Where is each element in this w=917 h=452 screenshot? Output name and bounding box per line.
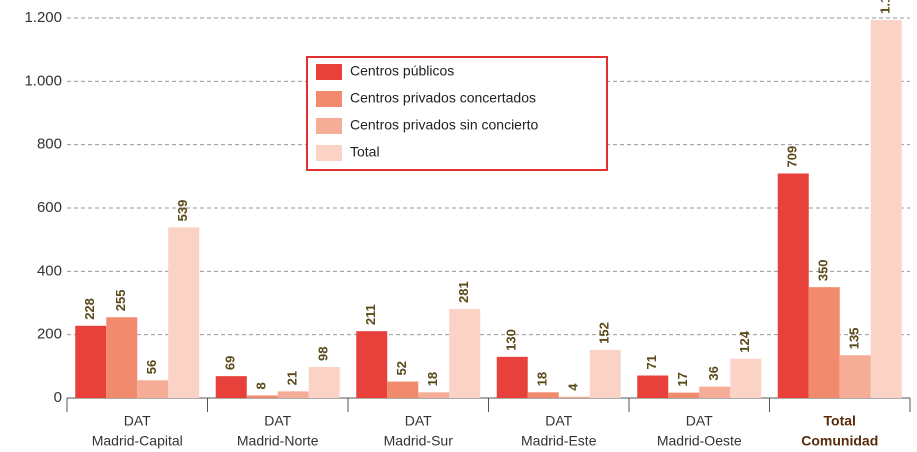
data-label: 130: [504, 329, 519, 351]
data-label: 4: [566, 383, 581, 391]
bar: [730, 358, 762, 398]
data-label: 8: [254, 382, 269, 389]
x-tick-label: Total: [824, 413, 856, 429]
legend-label: Centros privados sin concierto: [350, 117, 539, 133]
x-tick-label: DAT: [264, 413, 291, 429]
y-tick-label: 800: [37, 136, 62, 153]
x-tick-label: DAT: [686, 413, 713, 429]
x-tick-label: DAT: [405, 413, 432, 429]
data-label: 255: [113, 290, 128, 312]
data-label: 228: [82, 298, 97, 320]
data-label: 18: [425, 372, 440, 386]
data-label: 18: [535, 372, 550, 386]
bar: [137, 380, 169, 398]
y-tick-label: 0: [54, 389, 62, 406]
y-tick-label: 1.000: [24, 72, 62, 89]
data-label: 98: [316, 346, 331, 360]
data-label: 56: [144, 360, 159, 374]
bar: [75, 325, 107, 398]
data-label: 152: [597, 322, 612, 344]
bar: [527, 392, 559, 398]
data-label: 281: [456, 281, 471, 303]
bar: [106, 317, 138, 398]
bar: [356, 331, 388, 398]
bar: [777, 173, 809, 398]
x-tick-label: Madrid-Oeste: [657, 433, 742, 449]
x-tick-label: DAT: [124, 413, 151, 429]
bar: [215, 376, 247, 398]
x-tick-label: Madrid-Capital: [92, 433, 183, 449]
y-tick-label: 600: [37, 199, 62, 216]
x-tick-label: Comunidad: [801, 433, 878, 449]
data-label: 71: [644, 355, 659, 369]
legend-label: Total: [350, 144, 380, 160]
bar: [808, 287, 840, 398]
data-label: 36: [706, 366, 721, 380]
bar: [387, 381, 419, 398]
x-tick-label: DAT: [545, 413, 572, 429]
data-label: 350: [816, 259, 831, 281]
bar: [637, 375, 669, 398]
bar: [558, 396, 590, 398]
x-tick-label: Madrid-Este: [521, 433, 597, 449]
legend: Centros públicos Centros privados concert…: [306, 56, 608, 171]
data-label: 135: [847, 328, 862, 350]
bar: [308, 366, 340, 398]
data-label: 17: [675, 372, 690, 386]
bar: [496, 356, 528, 398]
bar: [668, 392, 700, 398]
bar: [839, 355, 871, 398]
bar: [168, 227, 200, 398]
x-tick-label: Madrid-Norte: [237, 433, 319, 449]
legend-label: Centros privados concertados: [350, 90, 536, 106]
y-tick-label: 1.200: [24, 9, 62, 26]
bar: [589, 349, 621, 398]
data-label: 124: [737, 330, 752, 352]
bar: [449, 309, 481, 398]
legend-swatch: [316, 91, 342, 107]
bar: [418, 392, 450, 398]
data-label: 539: [175, 200, 190, 222]
data-label: 1.194: [878, 0, 893, 14]
legend-label: Centros públicos: [350, 63, 454, 79]
y-tick-label: 200: [37, 326, 62, 343]
bar: [870, 19, 902, 399]
bar: [246, 395, 278, 398]
data-label: 52: [394, 361, 409, 375]
legend-box: [306, 56, 608, 171]
legend-swatch: [316, 145, 342, 161]
x-tick-label: Madrid-Sur: [384, 433, 454, 449]
legend-swatch: [316, 118, 342, 134]
bar: [277, 391, 309, 398]
y-tick-label: 400: [37, 262, 62, 279]
bar: [699, 386, 731, 398]
data-label: 21: [285, 371, 300, 385]
data-label: 211: [363, 304, 378, 325]
data-label: 69: [223, 356, 238, 370]
legend-swatch: [316, 64, 342, 80]
data-label: 709: [785, 146, 800, 168]
